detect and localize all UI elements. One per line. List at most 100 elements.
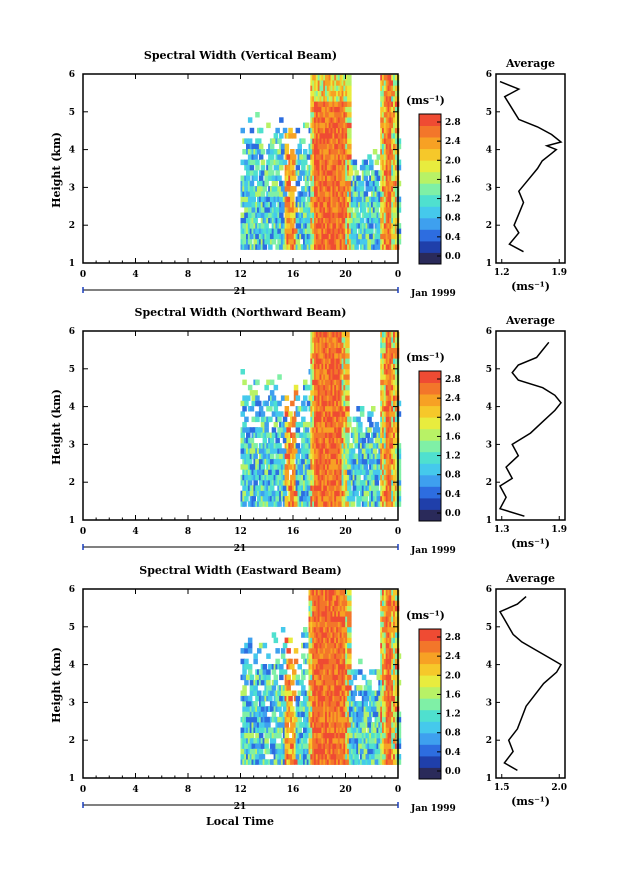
heatmap-cell	[253, 443, 258, 449]
heatmap-cell	[286, 648, 291, 654]
heatmap-cell	[272, 427, 277, 433]
x-tick-label: 20	[339, 527, 352, 537]
heatmap-cell	[248, 480, 253, 486]
average-y-tick-label: 1	[486, 259, 492, 269]
heatmap-cell	[294, 648, 299, 654]
heatmap-cell	[255, 160, 260, 166]
heatmap-cell	[277, 374, 282, 380]
heatmap-cell	[356, 417, 361, 423]
x-tick-label: 16	[287, 527, 300, 537]
heatmap-cell	[255, 395, 260, 401]
colorbar-swatch	[419, 383, 441, 395]
x-tick-label: 12	[234, 527, 247, 537]
heatmap-cell	[266, 722, 271, 728]
heatmap-cell	[290, 680, 295, 686]
heatmap-cell	[264, 223, 269, 229]
heatmap-cell	[248, 696, 253, 702]
panel-title: Spectral Width (Northward Beam)	[135, 306, 347, 319]
heatmap-cell	[298, 149, 303, 155]
heatmap-cell	[253, 685, 258, 691]
heatmap-cell	[261, 191, 266, 197]
heatmap-cell	[356, 501, 361, 507]
heatmap-cell	[296, 395, 301, 401]
heatmap-cell	[356, 475, 361, 481]
heatmap-cell	[362, 207, 367, 213]
heatmap-cell	[305, 181, 310, 187]
y-tick-label: 3	[69, 440, 75, 450]
y-tick-label: 4	[69, 146, 75, 156]
heatmap-cell	[279, 165, 284, 171]
heatmap-cell	[266, 675, 271, 681]
x-tick-label: 16	[287, 270, 300, 280]
colorbar-swatch	[419, 149, 441, 161]
heatmap-cell	[347, 133, 352, 139]
heatmap-cell	[345, 406, 350, 412]
heatmap-cell	[347, 590, 352, 596]
heatmap-cell	[264, 427, 269, 433]
heatmap-cell	[279, 133, 284, 139]
heatmap-cell	[353, 160, 358, 166]
x-tick-label: 0	[80, 270, 86, 280]
y-tick-label: 2	[69, 221, 75, 231]
heatmap-cell	[286, 675, 291, 681]
colorbar-swatch	[419, 440, 441, 452]
heatmap-cell	[268, 165, 273, 171]
heatmap-cell	[367, 154, 372, 160]
colorbar-swatch	[419, 137, 441, 149]
heatmap-cell	[285, 406, 290, 412]
heatmap-cell	[364, 191, 369, 197]
heatmap-cell	[279, 675, 284, 681]
colorbar-tick-label: 2.0	[445, 413, 461, 423]
average-x-tick-label: 1.9	[551, 268, 567, 278]
heatmap-cell	[279, 117, 284, 123]
heatmap-cell	[270, 154, 275, 160]
colorbar-swatch	[419, 172, 441, 184]
heatmap-cell	[347, 91, 352, 97]
heatmap-cell	[369, 165, 374, 171]
colorbar-swatch	[419, 498, 441, 510]
colorbar-swatch	[419, 241, 441, 253]
heatmap-cell	[360, 411, 365, 417]
heatmap-cell	[257, 401, 262, 407]
heatmap-cell	[274, 406, 279, 412]
heatmap-cell	[347, 601, 352, 607]
heatmap-cell	[353, 165, 358, 171]
heatmap-cell	[347, 80, 352, 86]
heatmap-cell	[347, 96, 352, 102]
heatmap-cell	[288, 696, 293, 702]
heatmap-cell	[345, 438, 350, 444]
heatmap-cell	[369, 160, 374, 166]
heatmap-cell	[286, 685, 291, 691]
colorbar-swatch	[419, 475, 441, 487]
heatmap-cell	[298, 728, 303, 734]
heatmap-cell	[255, 417, 260, 423]
heatmap-cell	[292, 438, 297, 444]
heatmap-cell	[347, 664, 352, 670]
heatmap-cell	[263, 244, 268, 250]
heatmap-cell	[246, 433, 251, 439]
heatmap-cell	[241, 433, 246, 439]
heatmap-cell	[290, 191, 295, 197]
heatmap-cell	[347, 101, 352, 107]
heatmap-cell	[364, 160, 369, 166]
colorbar-swatch	[419, 206, 441, 218]
heatmap-cell	[248, 638, 253, 644]
colorbar-swatch	[419, 183, 441, 195]
colorbar-swatch	[419, 371, 441, 383]
heatmap-cell	[292, 669, 297, 675]
heatmap-cell	[279, 213, 284, 219]
heatmap-cell	[264, 181, 269, 187]
heatmap-cell	[259, 406, 264, 412]
heatmap-cell	[347, 611, 352, 617]
colorbar-swatch	[419, 429, 441, 441]
average-frame	[496, 74, 565, 263]
heatmap-cell	[349, 443, 354, 449]
colorbar-tick-label: 1.6	[445, 175, 461, 185]
heatmap-cell	[253, 653, 258, 659]
heatmap-cell	[270, 380, 275, 386]
colorbar: 0.00.40.81.21.62.02.42.8(ms⁻¹)	[406, 94, 461, 265]
heatmap-cell	[305, 427, 310, 433]
heatmap-cell	[261, 149, 266, 155]
heatmap-cell	[347, 685, 352, 691]
